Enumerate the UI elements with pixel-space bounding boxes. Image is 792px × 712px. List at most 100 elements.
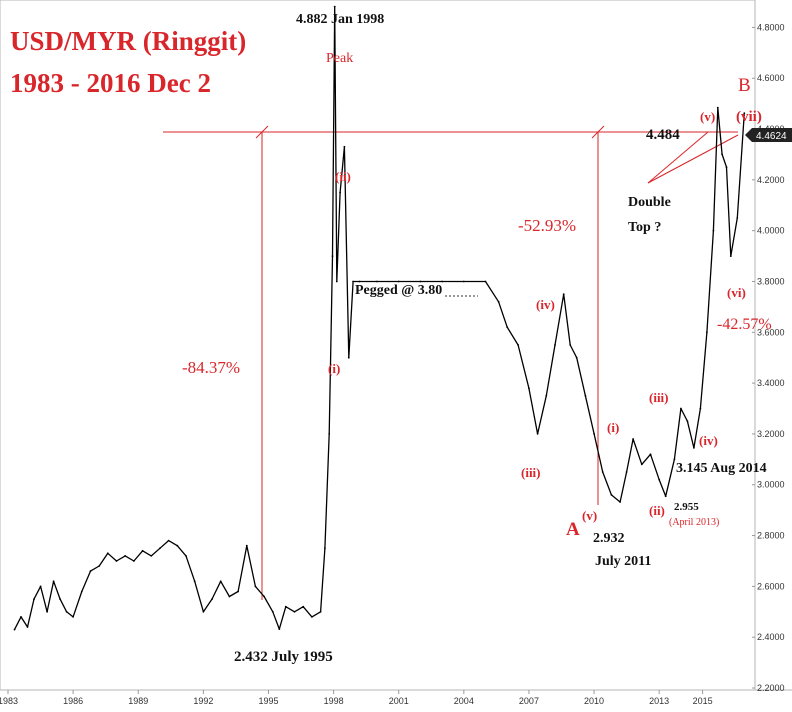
data-point	[419, 280, 422, 283]
data-point	[211, 598, 213, 600]
data-point	[664, 495, 667, 498]
y-tick-label: 2.8000	[757, 531, 785, 541]
data-point	[497, 300, 500, 303]
peak-value-label: 4.882 Jan 1998	[296, 12, 384, 27]
data-point	[72, 616, 74, 618]
double-top-label-line1: Double	[628, 195, 671, 210]
data-point	[263, 595, 265, 598]
y-tick-label: 3.4000	[757, 378, 785, 388]
data-point	[89, 570, 92, 572]
data-point	[328, 433, 331, 435]
data-point	[562, 293, 565, 296]
data-point	[716, 106, 719, 109]
x-tick-label: 1989	[128, 696, 148, 706]
last-price-marker: 4.4624	[745, 128, 792, 142]
low-2013-date-label: (April 2013)	[669, 517, 719, 528]
data-point	[397, 280, 400, 283]
wave-ii-right-label: (ii)	[649, 503, 665, 518]
data-point	[625, 471, 628, 473]
last-price-box	[745, 128, 792, 142]
data-point	[115, 560, 118, 562]
data-point	[13, 628, 16, 631]
wave-v-top-label: (v)	[700, 109, 715, 124]
data-point	[632, 438, 634, 440]
data-point	[98, 565, 101, 567]
chart-subtitle: 1983 - 2016 Dec 2	[10, 68, 211, 98]
data-point	[159, 547, 161, 550]
data-point	[610, 494, 613, 496]
data-point	[680, 407, 682, 410]
data-point	[736, 217, 739, 219]
data-point	[347, 356, 350, 359]
data-point	[52, 580, 55, 583]
wave-iii-right-label: (iii)	[649, 390, 669, 405]
data-point	[729, 255, 732, 257]
data-point	[575, 356, 578, 359]
data-point	[658, 478, 661, 481]
data-point	[80, 590, 83, 593]
data-point	[133, 560, 135, 562]
measure-tick-1995	[255, 125, 269, 139]
data-point	[46, 610, 48, 613]
data-point	[649, 453, 652, 456]
y-tick-label: 3.8000	[757, 276, 785, 286]
low-1995-label: 2.432 July 1995	[234, 649, 333, 665]
wave-vii-top-label: (vii)	[736, 109, 762, 125]
data-point	[202, 610, 205, 613]
chart-title: USD/MYR (Ringgit)	[10, 26, 246, 56]
x-tick-label: 2010	[584, 696, 604, 706]
wave-iv-mid-label: (iv)	[536, 297, 555, 312]
data-point	[584, 394, 587, 397]
data-point	[167, 539, 170, 542]
x-tick-label: 1992	[193, 696, 213, 706]
x-tick-label: 1983	[0, 696, 18, 706]
data-point	[339, 191, 341, 194]
low-2014-label: 3.145 Aug 2014	[676, 461, 767, 476]
x-axis-ticks: 1983 1986 1989 1992 1995 1998 2001 2004 2007 2010…	[0, 690, 713, 706]
y-tick-label: 4.6000	[757, 73, 785, 83]
data-point	[219, 580, 222, 583]
x-tick-label: 1995	[258, 696, 278, 706]
data-point	[462, 280, 465, 283]
low-2011-date-label: July 2011	[595, 554, 651, 569]
pct-left-label: -84.37%	[182, 358, 240, 377]
pct-right-label: -42.57%	[717, 316, 772, 333]
data-point	[712, 229, 715, 232]
data-point	[106, 552, 109, 555]
y-tick-label: 3.0000	[757, 480, 785, 490]
data-point	[569, 344, 572, 346]
wave-i-right-label: (i)	[607, 420, 619, 435]
data-point	[376, 280, 378, 283]
data-point	[245, 544, 248, 547]
wave-a-label: A	[566, 519, 580, 540]
wave-vi-right-label: (vi)	[727, 285, 746, 300]
wave-ii-upper-label: (ii)	[335, 169, 351, 184]
data-point	[124, 555, 127, 557]
data-point	[333, 5, 336, 8]
data-point	[141, 549, 144, 552]
x-tick-label: 2004	[454, 696, 474, 706]
pct-mid-label: -52.93%	[518, 216, 576, 235]
data-point	[193, 580, 196, 583]
y-tick-label: 4.0000	[757, 226, 785, 236]
data-point	[743, 112, 746, 115]
data-point	[185, 555, 187, 557]
data-point	[302, 605, 305, 608]
data-point	[725, 166, 728, 169]
y-tick-label: 3.6000	[757, 327, 785, 337]
data-point	[343, 145, 346, 148]
y-tick-label: 2.6000	[757, 581, 785, 591]
double-top-line-1	[647, 131, 709, 184]
wave-b-label: B	[738, 75, 751, 96]
data-point	[721, 153, 723, 156]
data-point	[59, 598, 61, 600]
data-point	[640, 463, 643, 466]
data-point	[601, 471, 604, 473]
wave-iv-right-label: (iv)	[699, 433, 718, 448]
measure-tick-2011	[591, 125, 605, 139]
low-2013-value-label: 2.955	[674, 501, 699, 513]
y-tick-label: 3.2000	[757, 429, 785, 439]
y-tick-label: 4.2000	[757, 175, 785, 185]
data-point	[335, 280, 338, 283]
